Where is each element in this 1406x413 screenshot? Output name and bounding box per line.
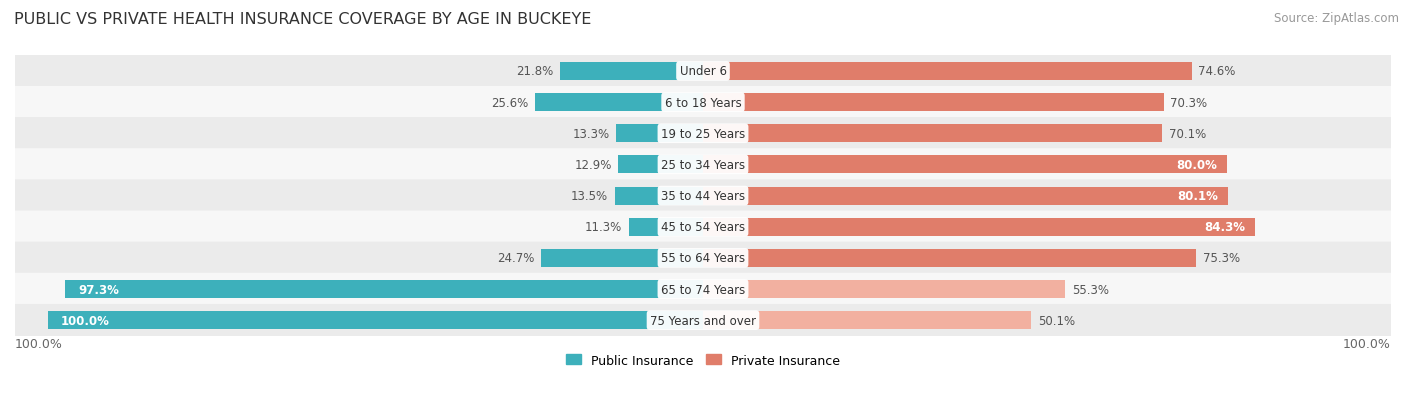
Text: 50.1%: 50.1%: [1038, 314, 1076, 327]
FancyBboxPatch shape: [15, 273, 1391, 306]
FancyBboxPatch shape: [15, 149, 1391, 181]
Bar: [703, 63, 1192, 81]
Text: 75 Years and over: 75 Years and over: [650, 314, 756, 327]
Text: 65 to 74 Years: 65 to 74 Years: [661, 283, 745, 296]
Text: 19 to 25 Years: 19 to 25 Years: [661, 128, 745, 140]
Text: 13.5%: 13.5%: [571, 190, 607, 202]
Text: 100.0%: 100.0%: [15, 337, 63, 350]
Text: 70.3%: 70.3%: [1170, 96, 1208, 109]
Bar: [628, 218, 703, 236]
Bar: [703, 125, 1163, 143]
Text: 80.0%: 80.0%: [1177, 159, 1218, 171]
Bar: [703, 156, 1227, 174]
Text: Source: ZipAtlas.com: Source: ZipAtlas.com: [1274, 12, 1399, 25]
Bar: [66, 280, 703, 298]
Text: 25.6%: 25.6%: [492, 96, 529, 109]
Text: 74.6%: 74.6%: [1198, 65, 1236, 78]
Text: PUBLIC VS PRIVATE HEALTH INSURANCE COVERAGE BY AGE IN BUCKEYE: PUBLIC VS PRIVATE HEALTH INSURANCE COVER…: [14, 12, 592, 27]
Text: 45 to 54 Years: 45 to 54 Years: [661, 221, 745, 234]
FancyBboxPatch shape: [15, 242, 1391, 274]
Text: 100.0%: 100.0%: [1343, 337, 1391, 350]
Bar: [703, 218, 1256, 236]
Text: 6 to 18 Years: 6 to 18 Years: [665, 96, 741, 109]
Text: 97.3%: 97.3%: [79, 283, 120, 296]
Text: 13.3%: 13.3%: [572, 128, 609, 140]
Text: 55 to 64 Years: 55 to 64 Years: [661, 252, 745, 265]
Bar: [703, 187, 1227, 205]
FancyBboxPatch shape: [15, 56, 1391, 88]
Bar: [703, 280, 1066, 298]
Bar: [536, 94, 703, 112]
Text: Under 6: Under 6: [679, 65, 727, 78]
Text: 84.3%: 84.3%: [1205, 221, 1246, 234]
Bar: [616, 125, 703, 143]
Legend: Public Insurance, Private Insurance: Public Insurance, Private Insurance: [561, 349, 845, 372]
FancyBboxPatch shape: [15, 87, 1391, 119]
Text: 100.0%: 100.0%: [60, 314, 110, 327]
Bar: [703, 94, 1164, 112]
Bar: [703, 311, 1031, 330]
Bar: [703, 249, 1197, 267]
Text: 75.3%: 75.3%: [1204, 252, 1240, 265]
Bar: [614, 187, 703, 205]
Text: 35 to 44 Years: 35 to 44 Years: [661, 190, 745, 202]
Bar: [48, 311, 703, 330]
FancyBboxPatch shape: [15, 211, 1391, 243]
Text: 11.3%: 11.3%: [585, 221, 623, 234]
Text: 21.8%: 21.8%: [516, 65, 554, 78]
FancyBboxPatch shape: [15, 118, 1391, 150]
Text: 80.1%: 80.1%: [1177, 190, 1218, 202]
Bar: [619, 156, 703, 174]
Text: 25 to 34 Years: 25 to 34 Years: [661, 159, 745, 171]
Text: 12.9%: 12.9%: [575, 159, 612, 171]
FancyBboxPatch shape: [15, 180, 1391, 212]
FancyBboxPatch shape: [15, 304, 1391, 337]
Text: 24.7%: 24.7%: [498, 252, 534, 265]
Bar: [541, 249, 703, 267]
Text: 55.3%: 55.3%: [1071, 283, 1109, 296]
Text: 70.1%: 70.1%: [1168, 128, 1206, 140]
Bar: [560, 63, 703, 81]
